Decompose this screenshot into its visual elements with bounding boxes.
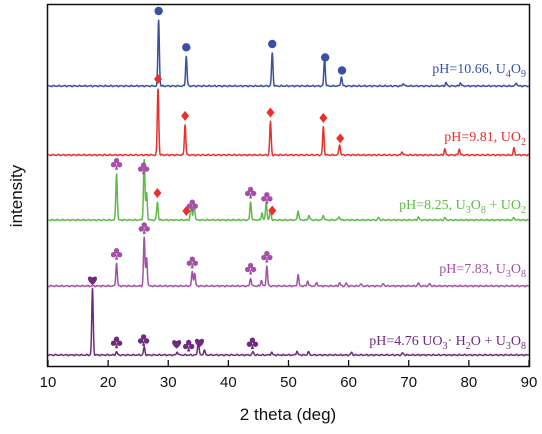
x-tick-label: 40 bbox=[220, 374, 237, 391]
peak-marker-heart bbox=[172, 340, 182, 349]
peak-marker-diamond bbox=[336, 133, 345, 144]
peak-marker-diamond bbox=[153, 188, 162, 198]
peak-marker-circle bbox=[182, 43, 191, 52]
x-tick-label: 90 bbox=[521, 374, 538, 391]
series-trace bbox=[47, 88, 530, 157]
series-label: pH=4.76 UO3· H2O + U3O8 bbox=[369, 334, 526, 352]
peak-marker-club bbox=[110, 248, 123, 260]
series-label: pH=8.25, U3O8 + UO2 bbox=[399, 198, 526, 216]
y-axis-title: intensity bbox=[7, 164, 26, 227]
peak-marker-club bbox=[137, 162, 150, 175]
x-tick-label: 60 bbox=[340, 374, 357, 391]
x-tick-label: 70 bbox=[400, 374, 417, 391]
peak-marker-heart bbox=[194, 338, 205, 348]
peak-marker-club bbox=[261, 192, 273, 204]
series-labels: pH=10.66, U4O9 pH=9.81, UO2 pH=8.25, U3O8 … bbox=[369, 62, 526, 352]
plot-frame bbox=[46, 3, 531, 368]
series-trace bbox=[47, 287, 530, 357]
x-tick-label: 30 bbox=[160, 374, 177, 391]
series-label: pH=7.83, U3O8 bbox=[439, 262, 526, 280]
peak-marker-circle bbox=[154, 6, 163, 16]
peak-marker-club bbox=[244, 262, 257, 275]
peak-marker-diamond bbox=[319, 112, 328, 123]
peak-marker-club bbox=[182, 339, 195, 352]
peak-marker-club bbox=[246, 337, 259, 350]
peak-marker-club bbox=[186, 256, 198, 269]
peak-marker-circle bbox=[320, 53, 330, 62]
x-tick-label: 10 bbox=[40, 374, 57, 391]
series-traces bbox=[47, 19, 530, 357]
x-axis-title: 2 theta (deg) bbox=[240, 405, 336, 424]
peak-marker-diamond bbox=[154, 74, 163, 84]
peak-marker-diamond bbox=[181, 110, 190, 121]
series-trace bbox=[47, 158, 530, 222]
peak-marker-diamond bbox=[266, 107, 275, 118]
series-label: pH=9.81, UO2 bbox=[444, 130, 526, 148]
series-trace bbox=[47, 19, 530, 88]
x-axis: 10 20 30 40 50 60 70 80 90 bbox=[40, 360, 538, 391]
peak-marker-club bbox=[110, 336, 123, 349]
series-trace bbox=[47, 236, 530, 288]
peak-marker-heart bbox=[87, 276, 98, 285]
peak-marker-club bbox=[261, 250, 273, 263]
peak-marker-club bbox=[137, 334, 150, 346]
peak-markers bbox=[87, 6, 347, 352]
peak-marker-diamond bbox=[268, 205, 277, 216]
peak-marker-club bbox=[186, 199, 198, 212]
peak-marker-club bbox=[138, 222, 150, 234]
peak-marker-circle bbox=[337, 66, 347, 75]
peak-marker-club bbox=[244, 186, 257, 199]
peak-marker-club bbox=[110, 158, 123, 170]
peak-marker-circle bbox=[268, 39, 277, 49]
series-label: pH=10.66, U4O9 bbox=[432, 62, 526, 80]
x-tick-label: 50 bbox=[280, 374, 297, 391]
x-tick-label: 20 bbox=[100, 374, 117, 391]
x-tick-label: 80 bbox=[461, 374, 478, 391]
